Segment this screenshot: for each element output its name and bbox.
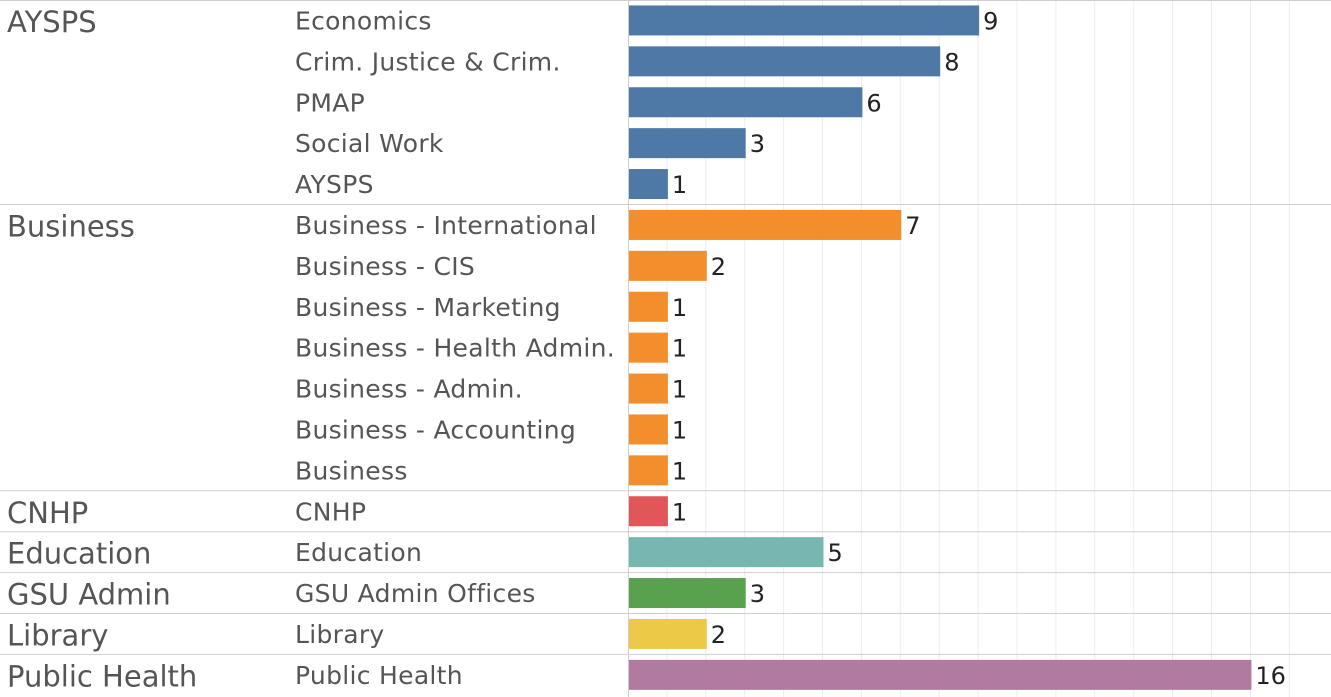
value-label: 2 (711, 253, 726, 281)
value-label: 1 (672, 171, 687, 199)
category-label: AYSPS (295, 170, 374, 199)
value-label: 1 (672, 376, 687, 404)
group-label: Education (7, 537, 151, 571)
value-label: 9 (983, 7, 998, 35)
value-label: 1 (672, 294, 687, 322)
bar (629, 46, 941, 77)
group-label: Business (7, 210, 135, 244)
bar (629, 578, 746, 609)
category-label: Business - Health Admin. (295, 334, 615, 363)
group-label: Library (7, 619, 108, 653)
category-label: Library (295, 620, 385, 649)
value-label: 1 (672, 498, 687, 526)
value-label: 1 (672, 335, 687, 363)
bar (629, 209, 902, 240)
bar (629, 659, 1252, 690)
category-label: Crim. Justice & Crim. (295, 47, 561, 76)
bar (629, 250, 707, 281)
category-label: Business - Accounting (295, 415, 576, 444)
value-label: 1 (672, 416, 687, 444)
group-label: GSU Admin (7, 578, 171, 612)
bar (629, 373, 668, 404)
group-label: Public Health (7, 659, 197, 693)
category-label: Social Work (295, 129, 444, 158)
category-label: Business - Marketing (295, 293, 561, 322)
value-label: 3 (750, 580, 765, 608)
category-label: Business - Admin. (295, 375, 523, 404)
bar (629, 291, 668, 322)
category-label: GSU Admin Offices (295, 579, 536, 608)
value-label: 2 (711, 621, 726, 649)
category-label: Business - CIS (295, 252, 475, 281)
category-label: PMAP (295, 88, 365, 117)
bar (629, 332, 668, 363)
group-label: CNHP (7, 496, 88, 530)
value-label: 5 (828, 539, 843, 567)
value-label: 1 (672, 457, 687, 485)
bar (629, 414, 668, 445)
value-label: 8 (944, 48, 959, 76)
category-label: CNHP (295, 497, 366, 526)
bars (629, 5, 1252, 690)
category-label: Education (295, 538, 422, 567)
category-label: Economics (295, 6, 432, 35)
value-label: 16 (1255, 662, 1286, 690)
bar (629, 618, 707, 649)
bar (629, 87, 863, 118)
value-label: 6 (866, 89, 881, 117)
category-label: Business - International (295, 211, 597, 240)
value-label: 3 (750, 130, 765, 158)
bar (629, 169, 668, 200)
category-label: Public Health (295, 661, 463, 690)
value-label: 7 (905, 212, 920, 240)
category-label: Business (295, 456, 408, 485)
bar (629, 455, 668, 486)
bar (629, 496, 668, 527)
bar (629, 128, 746, 159)
group-label: AYSPS (7, 5, 97, 39)
bar (629, 537, 824, 568)
bar (629, 5, 980, 36)
labels: AYSPS Economics 9 Crim. Justice & Crim. 8 PMA… (7, 5, 1286, 693)
